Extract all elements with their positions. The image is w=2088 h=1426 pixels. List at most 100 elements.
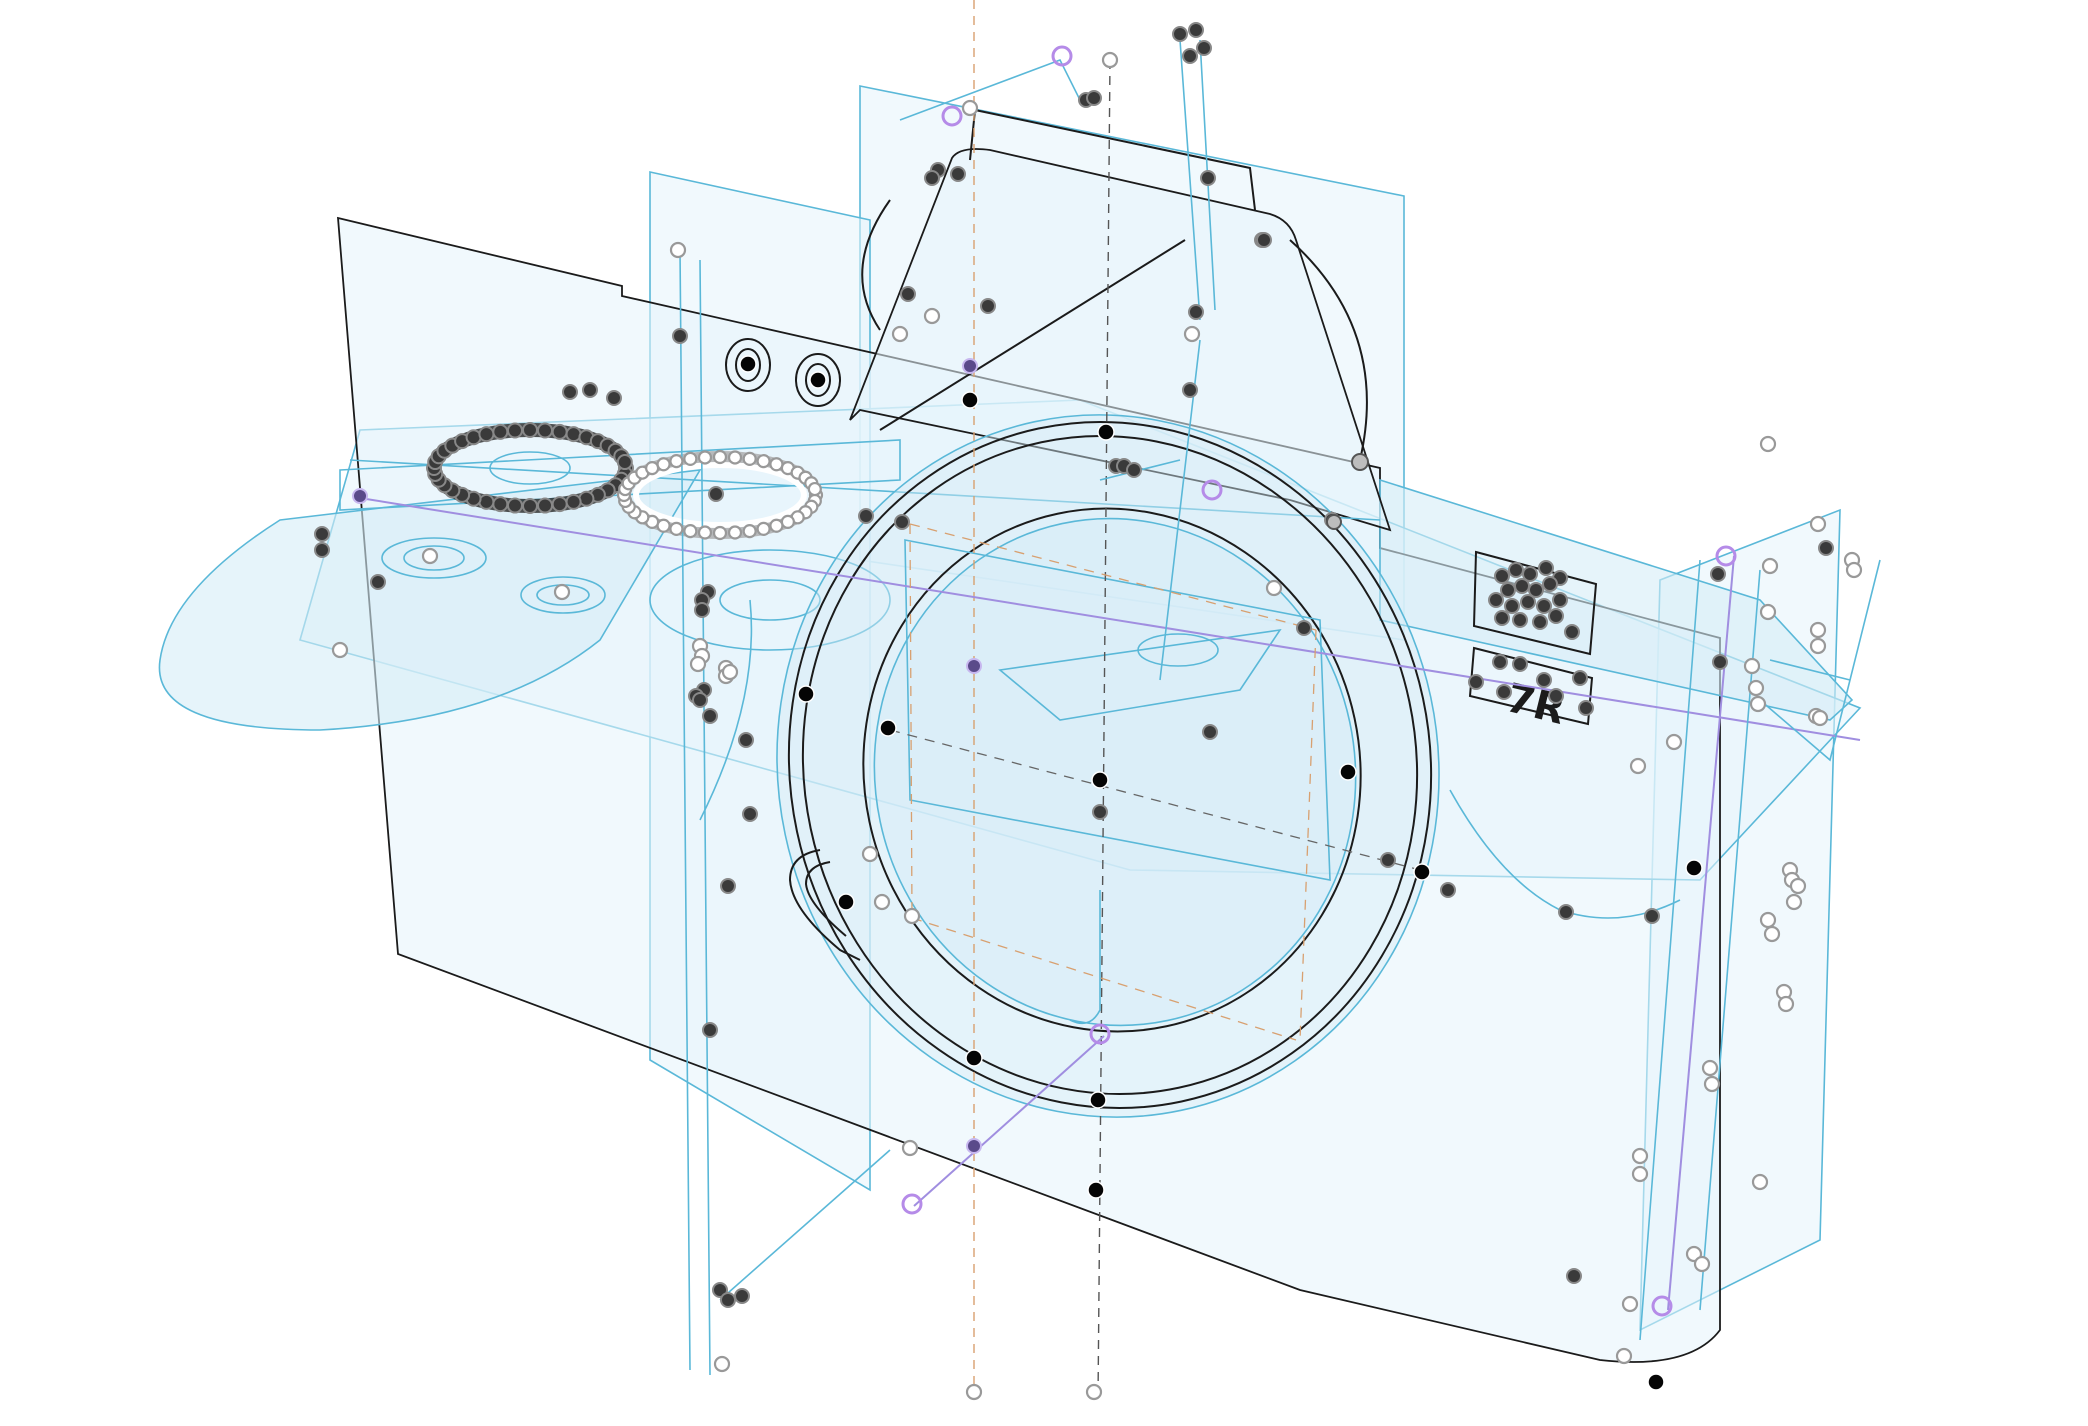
hollow-vertex-icon[interactable] xyxy=(1759,911,1777,929)
dark-vertex-icon[interactable] xyxy=(606,390,622,406)
purple-origin-icon[interactable] xyxy=(352,488,368,504)
dark-vertex-icon[interactable] xyxy=(565,426,582,443)
black-vertex-icon[interactable] xyxy=(961,391,979,409)
dark-vertex-icon[interactable] xyxy=(1512,656,1528,672)
hollow-vertex-icon[interactable] xyxy=(1747,679,1765,697)
hollow-vertices[interactable] xyxy=(331,51,1863,1401)
hollow-vertex-icon[interactable] xyxy=(961,99,979,117)
dark-vertex-icon[interactable] xyxy=(370,574,386,590)
dark-vertex-icon[interactable] xyxy=(950,166,966,182)
purple-origin-icon[interactable] xyxy=(1651,1295,1673,1317)
hollow-vertex-icon[interactable] xyxy=(553,583,571,601)
dark-vertex-icon[interactable] xyxy=(551,496,568,513)
hollow-vertex-icon[interactable] xyxy=(965,1383,983,1401)
hollow-vertex-icon[interactable] xyxy=(873,893,891,911)
dark-vertex-icon[interactable] xyxy=(742,806,758,822)
black-vertex-icon[interactable] xyxy=(1647,1373,1665,1391)
hollow-vertex-icon[interactable] xyxy=(721,663,739,681)
dark-vertex-icon[interactable] xyxy=(1504,598,1520,614)
hollow-vertex-icon[interactable] xyxy=(769,518,784,533)
hollow-vertex-icon[interactable] xyxy=(1631,1147,1649,1165)
hollow-vertex-icon[interactable] xyxy=(903,907,921,925)
dark-vertex-icon[interactable] xyxy=(894,514,910,530)
hollow-vertex-icon[interactable] xyxy=(645,461,660,476)
hollow-vertex-icon[interactable] xyxy=(656,518,671,533)
dark-vertex-icon[interactable] xyxy=(506,497,523,514)
hollow-vertex-icon[interactable] xyxy=(1629,757,1647,775)
hollow-vertex-icon[interactable] xyxy=(1751,1173,1769,1191)
dark-vertex-icon[interactable] xyxy=(1552,592,1568,608)
dark-vertex-icon[interactable] xyxy=(582,382,598,398)
dark-vertex-icon[interactable] xyxy=(720,878,736,894)
hollow-vertex-icon[interactable] xyxy=(1749,695,1767,713)
dark-vertex-icon[interactable] xyxy=(565,493,582,510)
black-vertex-icon[interactable] xyxy=(1097,423,1115,441)
dark-vertex-icon[interactable] xyxy=(1172,26,1188,42)
black-vertex-icon[interactable] xyxy=(1089,1091,1107,1109)
dark-vertex-icon[interactable] xyxy=(1492,654,1508,670)
purple-origin-icon[interactable] xyxy=(1051,45,1073,67)
hollow-vertex-icon[interactable] xyxy=(669,454,684,469)
hollow-vertex-icon[interactable] xyxy=(1761,557,1779,575)
hollow-vertex-icon[interactable] xyxy=(1665,733,1683,751)
hollow-vertex-icon[interactable] xyxy=(923,307,941,325)
dark-vertex-icon[interactable] xyxy=(1488,592,1504,608)
hollow-vertex-icon[interactable] xyxy=(1809,515,1827,533)
black-vertex-icon[interactable] xyxy=(1685,859,1703,877)
purple-origin-icon[interactable] xyxy=(966,1138,982,1154)
hollow-vertex-icon[interactable] xyxy=(1621,1295,1639,1313)
hollow-vertex-icon[interactable] xyxy=(669,241,687,259)
dark-vertex-icon[interactable] xyxy=(1500,582,1516,598)
hollow-vertex-icon[interactable] xyxy=(1265,579,1283,597)
purple-origin-icon[interactable] xyxy=(1089,1023,1111,1045)
dark-vertex-icon[interactable] xyxy=(1380,852,1396,868)
dark-vertex-icon[interactable] xyxy=(1536,598,1552,614)
black-vertex-icon[interactable] xyxy=(965,1049,983,1067)
hollow-vertex-icon[interactable] xyxy=(1759,435,1777,453)
dark-vertex-icon[interactable] xyxy=(1468,674,1484,690)
hollow-vertex-icon[interactable] xyxy=(727,525,743,540)
dark-vertex-icon[interactable] xyxy=(492,496,509,513)
dark-vertex-icon[interactable] xyxy=(1092,804,1108,820)
dark-vertex-icon[interactable] xyxy=(1542,576,1558,592)
black-vertex-icon[interactable] xyxy=(1087,1181,1105,1199)
dark-vertex-icon[interactable] xyxy=(1182,382,1198,398)
dark-vertex-icon[interactable] xyxy=(1520,594,1536,610)
dark-vertex-icon[interactable] xyxy=(1182,48,1198,64)
purple-origin-icon[interactable] xyxy=(1201,479,1223,501)
dark-vertex-icon[interactable] xyxy=(702,1022,718,1038)
dark-vertex-icon[interactable] xyxy=(1558,904,1574,920)
dark-vertex-icon[interactable] xyxy=(578,490,595,507)
dark-vertex-icon[interactable] xyxy=(1532,614,1548,630)
dark-vertex-icon[interactable] xyxy=(506,422,523,439)
dark-vertex-icon[interactable] xyxy=(1644,908,1660,924)
dark-vertex-icon[interactable] xyxy=(551,423,568,440)
hollow-vertex-icon[interactable] xyxy=(756,454,771,469)
purple-origin-icon[interactable] xyxy=(966,658,982,674)
dark-vertex-icon[interactable] xyxy=(1564,624,1580,640)
hollow-vertex-icon[interactable] xyxy=(1703,1075,1721,1093)
dark-vertex-icon[interactable] xyxy=(1126,462,1142,478)
hollow-vertex-icon[interactable] xyxy=(891,325,909,343)
dark-vertex-icon[interactable] xyxy=(924,170,940,186)
dark-vertex-icon[interactable] xyxy=(1494,610,1510,626)
black-vertex-icon[interactable] xyxy=(879,719,897,737)
dark-vertex-icon[interactable] xyxy=(672,328,688,344)
dark-vertex-icon[interactable] xyxy=(314,542,330,558)
hollow-vertex-icon[interactable] xyxy=(697,525,713,540)
dark-vertex-icon[interactable] xyxy=(1566,1268,1582,1284)
hollow-vertex-icon[interactable] xyxy=(656,457,671,472)
dark-vertex-icon[interactable] xyxy=(1086,90,1102,106)
dark-vertex-icon[interactable] xyxy=(858,508,874,524)
dark-vertex-icon[interactable] xyxy=(478,493,495,510)
hollow-vertex-icon[interactable] xyxy=(712,525,728,541)
black-vertex-icon[interactable] xyxy=(1413,863,1431,881)
dark-vertex-icon[interactable] xyxy=(1188,304,1204,320)
hollow-vertex-icon[interactable] xyxy=(1845,561,1863,579)
dark-vertex-icon[interactable] xyxy=(1818,540,1834,556)
dark-vertex-icon[interactable] xyxy=(314,526,330,542)
dark-vertex-icon[interactable] xyxy=(1296,620,1312,636)
hollow-vertex-icon[interactable] xyxy=(1693,1255,1711,1273)
dark-vertex-icon[interactable] xyxy=(1712,654,1728,670)
